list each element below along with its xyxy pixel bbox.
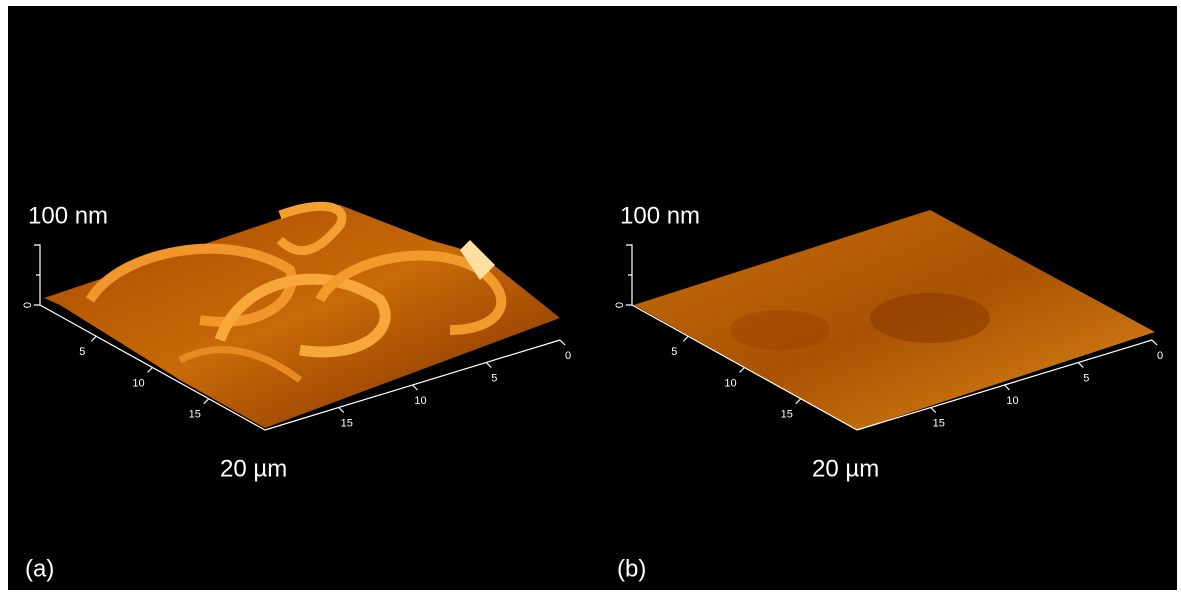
z-axis xyxy=(34,244,41,306)
x-tick xyxy=(739,367,745,373)
y-tick-label: 10 xyxy=(1006,395,1018,407)
y-tick xyxy=(338,407,345,413)
x-axis-label: 20 µm xyxy=(812,455,879,482)
x-tick xyxy=(147,367,153,373)
y-tick xyxy=(412,384,418,391)
surface-a xyxy=(44,201,560,428)
y-tick xyxy=(930,407,937,413)
z-axis xyxy=(626,244,633,306)
y-tick xyxy=(1151,339,1158,346)
z-tick-label: 0 xyxy=(22,302,34,308)
y-tick-label: 5 xyxy=(491,372,497,384)
surface-b xyxy=(634,210,1155,430)
y-tick-label: 15 xyxy=(341,417,353,429)
y-tick-label: 0 xyxy=(1157,350,1163,362)
y-tick-label: 5 xyxy=(1083,372,1089,384)
x-tick-label: 10 xyxy=(724,377,736,389)
y-tick-label: 15 xyxy=(933,417,945,429)
x-tick xyxy=(90,335,97,342)
y-tick-label: 0 xyxy=(565,350,571,362)
x-tick-label: 5 xyxy=(671,346,677,358)
y-tick xyxy=(559,339,566,346)
panel-label: (b) xyxy=(617,555,646,582)
y-tick xyxy=(1004,384,1010,391)
x-tick xyxy=(682,335,689,342)
x-tick-label: 10 xyxy=(132,377,144,389)
y-tick xyxy=(485,362,492,368)
x-tick-label: 5 xyxy=(79,346,85,358)
x-tick-label: 15 xyxy=(781,409,793,421)
panel-label: (a) xyxy=(25,555,54,582)
z-axis-label: 100 nm xyxy=(28,202,108,229)
z-tick-label: 0 xyxy=(614,302,626,308)
x-tick-label: 15 xyxy=(189,409,201,421)
y-tick xyxy=(1077,362,1084,368)
x-tick xyxy=(795,398,802,405)
x-axis-label: 20 µm xyxy=(220,455,287,482)
z-axis-label: 100 nm xyxy=(620,202,700,229)
x-tick xyxy=(203,398,210,405)
y-tick-label: 10 xyxy=(414,395,426,407)
